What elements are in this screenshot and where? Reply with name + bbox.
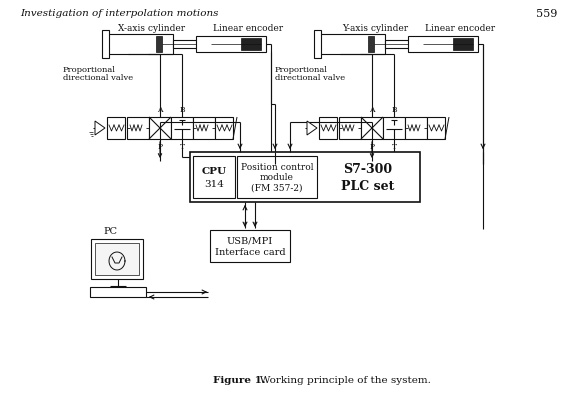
Text: Proportional: Proportional [63,66,116,74]
Text: T: T [179,143,185,151]
Bar [95,243,139,275]
Text: X-axis cylinder: X-axis cylinder [118,24,186,33]
Text: P: P [369,143,374,151]
Text: Working principle of the system.: Working principle of the system. [250,376,431,385]
Text: CPU: CPU [201,166,227,176]
Bar [107,117,125,139]
Bar [173,40,211,48]
Bar [127,117,149,139]
Text: Figure 1.: Figure 1. [213,376,265,385]
Text: 559: 559 [535,9,557,19]
Text: Position control: Position control [241,164,313,172]
Text: A: A [369,106,374,114]
Bar [210,230,290,262]
Bar [368,36,374,52]
Text: Interface card: Interface card [215,248,285,257]
Bar [241,38,261,50]
Text: PC: PC [103,227,117,236]
Text: Y-axis cylinder: Y-axis cylinder [342,24,408,33]
Text: directional valve: directional valve [275,74,345,82]
Text: PLC set: PLC set [342,180,395,192]
Text: USB/MPI: USB/MPI [227,237,273,246]
Text: Proportional: Proportional [275,66,328,74]
Bar [190,152,420,202]
Bar [91,239,143,279]
Bar [196,36,266,52]
Text: T: T [391,143,396,151]
Text: directional valve: directional valve [63,74,133,82]
Bar [237,156,317,198]
Bar [108,34,173,54]
Text: A: A [158,106,163,114]
Text: Linear encoder: Linear encoder [213,24,283,33]
Polygon shape [95,121,105,135]
Text: S7-300: S7-300 [343,163,392,176]
Bar [149,117,171,139]
Bar [408,36,478,52]
Text: P: P [158,143,163,151]
Bar [339,117,361,139]
Bar [102,30,109,58]
Bar [171,117,193,139]
Text: (FM 357-2): (FM 357-2) [251,184,303,192]
Text: Linear encoder: Linear encoder [425,24,495,33]
Bar [90,287,146,297]
Bar [193,156,235,198]
Text: module: module [260,172,294,182]
Bar [193,117,215,139]
Bar [385,40,423,48]
Bar [361,117,383,139]
Bar [383,117,405,139]
Bar [427,117,445,139]
Polygon shape [307,121,317,135]
Text: Investigation of interpolation motions: Investigation of interpolation motions [20,9,219,18]
Text: 314: 314 [204,180,224,189]
Text: B: B [391,106,397,114]
Bar [314,30,321,58]
Bar [453,38,473,50]
Bar [156,36,162,52]
Bar [215,117,233,139]
Bar [320,34,385,54]
Bar [405,117,427,139]
Text: B: B [179,106,185,114]
Bar [319,117,337,139]
